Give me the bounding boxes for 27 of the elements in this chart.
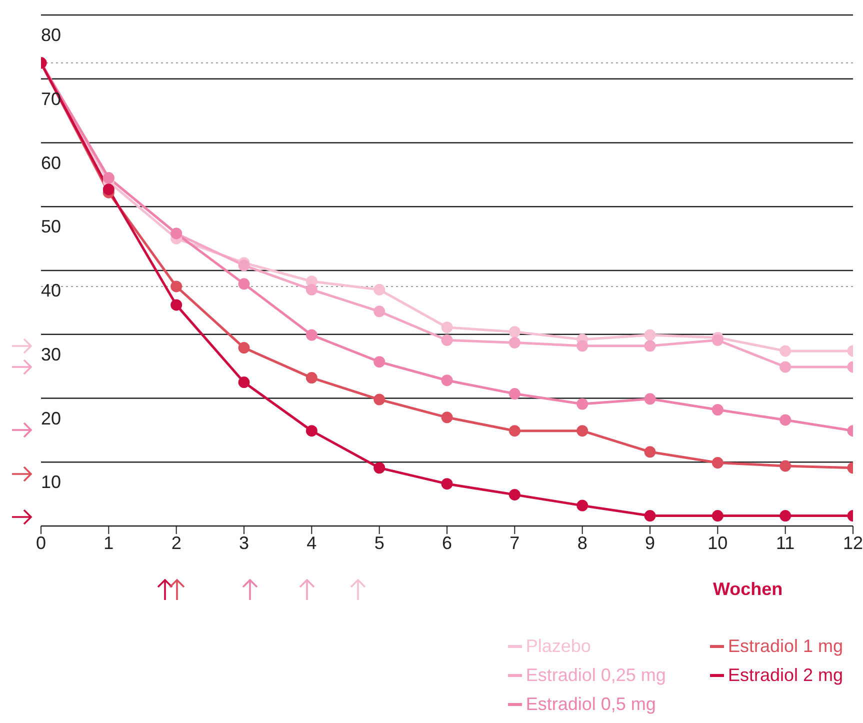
x-tick-label: 6 xyxy=(442,532,452,553)
x-tick-label: 9 xyxy=(644,532,656,553)
y-tick-label: 10 xyxy=(41,472,62,492)
x-tick-label: 12 xyxy=(842,532,863,553)
legend-label: Estradiol 0,25 mg xyxy=(526,665,666,686)
x-tick-label: 5 xyxy=(374,532,384,553)
legend-label: Estradiol 0,5 mg xyxy=(526,694,656,715)
x-tick-label: 4 xyxy=(306,532,317,553)
y-tick-label: 20 xyxy=(41,408,62,428)
legend-label: Estradiol 1 mg xyxy=(728,636,843,657)
x-tick-label: 1 xyxy=(104,532,114,553)
y-tick-label: 70 xyxy=(41,88,62,109)
x-tick-label: 3 xyxy=(238,532,250,553)
x-axis-title: Wochen xyxy=(713,579,783,600)
y-tick-label: 80 xyxy=(41,25,62,45)
y-tick-label: 60 xyxy=(41,152,62,173)
y-tick-label: 40 xyxy=(41,280,62,300)
x-tick-label: 8 xyxy=(577,532,588,553)
legend-label: Estradiol 2 mg xyxy=(728,665,843,686)
y-tick-label: 50 xyxy=(41,216,62,237)
x-tick-label: 7 xyxy=(510,532,520,553)
x-tick-label: 0 xyxy=(36,532,46,553)
y-tick-label: 30 xyxy=(41,344,62,364)
legend-label: Plazebo xyxy=(526,636,591,657)
x-tick-label: 2 xyxy=(171,532,182,553)
x-tick-label: 11 xyxy=(776,532,795,553)
x-tick-label: 10 xyxy=(708,532,728,553)
